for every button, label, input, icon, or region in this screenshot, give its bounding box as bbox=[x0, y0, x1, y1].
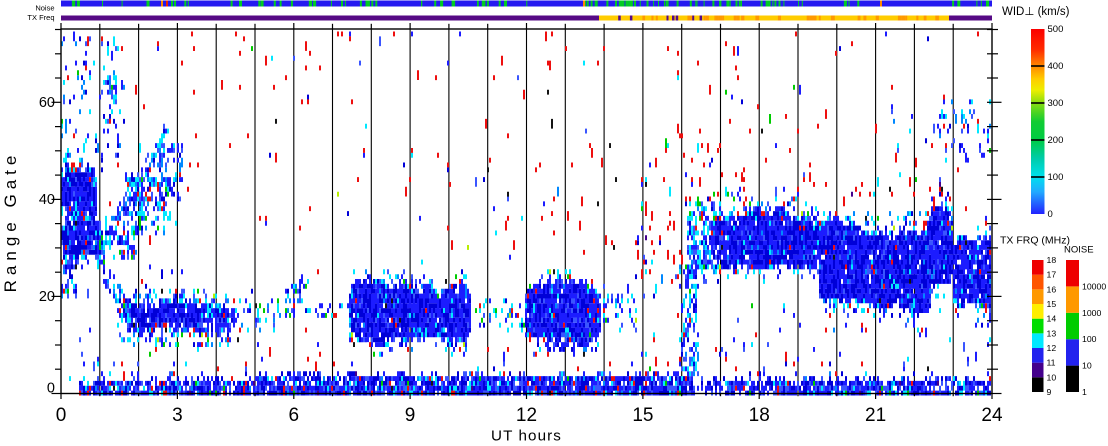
svg-text:14: 14 bbox=[1047, 314, 1057, 324]
svg-text:15: 15 bbox=[632, 405, 653, 426]
svg-text:13: 13 bbox=[1047, 328, 1057, 338]
svg-text:500: 500 bbox=[1048, 24, 1064, 35]
svg-text:1: 1 bbox=[1082, 387, 1087, 397]
svg-text:12: 12 bbox=[1047, 343, 1057, 353]
svg-text:6: 6 bbox=[289, 405, 300, 426]
svg-text:9: 9 bbox=[1047, 387, 1052, 397]
svg-text:UT hours: UT hours bbox=[491, 428, 562, 442]
svg-text:Noise: Noise bbox=[35, 4, 54, 13]
svg-text:300: 300 bbox=[1048, 98, 1064, 109]
svg-text:18: 18 bbox=[749, 405, 770, 426]
svg-text:60: 60 bbox=[39, 95, 55, 111]
svg-text:Range Gate: Range Gate bbox=[1, 151, 20, 293]
svg-text:11: 11 bbox=[1047, 358, 1056, 368]
svg-text:21: 21 bbox=[865, 405, 886, 426]
svg-text:0: 0 bbox=[1048, 209, 1053, 220]
svg-text:24: 24 bbox=[981, 405, 1003, 426]
svg-text:15: 15 bbox=[1047, 299, 1057, 309]
svg-text:0: 0 bbox=[47, 380, 55, 396]
svg-text:100: 100 bbox=[1082, 334, 1097, 344]
svg-text:NOISE: NOISE bbox=[1064, 245, 1094, 256]
svg-text:40: 40 bbox=[39, 192, 55, 208]
svg-text:20: 20 bbox=[39, 289, 55, 305]
svg-text:3: 3 bbox=[172, 405, 183, 426]
svg-text:17: 17 bbox=[1047, 270, 1057, 280]
svg-text:10: 10 bbox=[1082, 361, 1092, 371]
svg-text:0: 0 bbox=[56, 405, 67, 426]
svg-text:9: 9 bbox=[405, 405, 416, 426]
svg-text:1000: 1000 bbox=[1082, 308, 1101, 318]
svg-text:200: 200 bbox=[1048, 135, 1064, 146]
svg-text:WID⊥ (km/s): WID⊥ (km/s) bbox=[1002, 6, 1070, 18]
svg-text:TX FRQ (MHz): TX FRQ (MHz) bbox=[1000, 235, 1070, 247]
svg-text:18: 18 bbox=[1047, 255, 1057, 265]
svg-text:16: 16 bbox=[1047, 284, 1057, 294]
svg-text:100: 100 bbox=[1048, 172, 1064, 183]
svg-text:TX Freq: TX Freq bbox=[27, 13, 54, 22]
svg-text:12: 12 bbox=[516, 405, 537, 426]
svg-text:10: 10 bbox=[1047, 372, 1057, 382]
svg-text:400: 400 bbox=[1048, 61, 1064, 72]
svg-text:10000: 10000 bbox=[1082, 281, 1106, 291]
